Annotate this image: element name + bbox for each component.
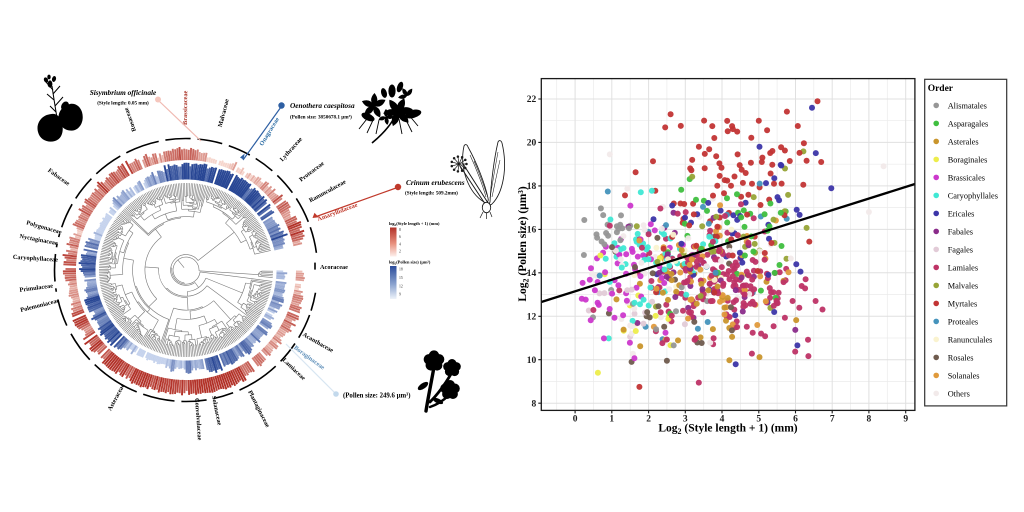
svg-text:log2(Style length + 1) (mm): log2(Style length + 1) (mm) — [389, 221, 440, 227]
svg-text:Alismatales: Alismatales — [948, 101, 987, 110]
svg-text:0: 0 — [573, 414, 578, 424]
svg-text:Rosaceae: Rosaceae — [123, 106, 138, 132]
svg-text:Malvales: Malvales — [948, 281, 978, 290]
svg-text:Log2 (Style length + 1) (mm): Log2 (Style length + 1) (mm) — [658, 423, 797, 437]
svg-text:Asterales: Asterales — [948, 137, 979, 146]
svg-text:Fagales: Fagales — [948, 245, 973, 254]
svg-text:15: 15 — [399, 276, 403, 280]
svg-text:Crinum erubescens: Crinum erubescens — [406, 178, 465, 187]
svg-text:(Pollen size: 3850678.1 µm³): (Pollen size: 3850678.1 µm³) — [290, 114, 352, 121]
svg-text:Proteaceae: Proteaceae — [298, 160, 326, 183]
svg-text:8: 8 — [867, 414, 872, 424]
svg-text:Others: Others — [948, 389, 970, 398]
svg-text:Solanaceae: Solanaceae — [210, 395, 223, 426]
svg-text:16: 16 — [527, 226, 537, 236]
svg-text:Onagraceae: Onagraceae — [258, 116, 281, 147]
svg-text:2: 2 — [399, 250, 401, 254]
svg-text:Fabales: Fabales — [948, 227, 973, 236]
svg-text:Asteraceae: Asteraceae — [106, 383, 126, 412]
svg-text:Brassicales: Brassicales — [948, 173, 985, 182]
svg-text:12: 12 — [527, 313, 537, 323]
svg-text:Ranunculales: Ranunculales — [948, 335, 993, 344]
svg-text:Myrtales: Myrtales — [948, 299, 978, 308]
svg-text:(Style length: 509.2mm): (Style length: 509.2mm) — [405, 190, 458, 197]
svg-text:(Pollen size: 249.6 µm³): (Pollen size: 249.6 µm³) — [343, 393, 411, 400]
svg-text:(Style length: 0.05 mm): (Style length: 0.05 mm) — [97, 100, 149, 107]
svg-text:Solanales: Solanales — [948, 371, 980, 380]
svg-text:6: 6 — [399, 235, 401, 239]
svg-text:Polygonaceae: Polygonaceae — [25, 219, 62, 236]
svg-text:7: 7 — [830, 414, 835, 424]
svg-text:20: 20 — [527, 139, 537, 149]
svg-text:8: 8 — [532, 399, 537, 409]
svg-text:Primulaceae: Primulaceae — [19, 283, 53, 294]
svg-text:Nyctaginaceae: Nyctaginaceae — [19, 233, 59, 247]
svg-text:18: 18 — [399, 268, 403, 272]
svg-text:Lythraceae: Lythraceae — [279, 136, 304, 163]
svg-text:18: 18 — [527, 182, 537, 192]
svg-text:Lamiales: Lamiales — [948, 263, 978, 272]
svg-text:3: 3 — [683, 414, 688, 424]
svg-text:Sisymbrium officinale: Sisymbrium officinale — [90, 88, 157, 97]
svg-text:22: 22 — [527, 95, 537, 105]
svg-text:Order: Order — [928, 84, 954, 94]
svg-text:Plantaginaceae: Plantaginaceae — [246, 389, 271, 429]
svg-text:Caryophyllaceae: Caryophyllaceae — [13, 254, 59, 264]
svg-text:Log2 (Pollen size) (µm³): Log2 (Pollen size) (µm³) — [517, 186, 531, 301]
svg-text:Ericales: Ericales — [948, 209, 975, 218]
svg-text:log2(Pollen size) (µm³): log2(Pollen size) (µm³) — [389, 260, 431, 266]
svg-text:Caryophyllales: Caryophyllales — [948, 191, 998, 200]
svg-text:6: 6 — [793, 414, 798, 424]
svg-text:5: 5 — [756, 414, 761, 424]
svg-text:1: 1 — [609, 414, 614, 424]
svg-text:Malvaceae: Malvaceae — [217, 98, 231, 128]
svg-text:8: 8 — [399, 228, 401, 232]
svg-text:Rosales: Rosales — [948, 353, 974, 362]
svg-text:2: 2 — [646, 414, 651, 424]
svg-text:Convolvulaceae: Convolvulaceae — [193, 398, 203, 441]
svg-text:Proteales: Proteales — [948, 317, 978, 326]
svg-text:10: 10 — [527, 356, 537, 366]
svg-text:Asparagales: Asparagales — [948, 119, 989, 128]
svg-text:4: 4 — [399, 242, 401, 246]
svg-text:4: 4 — [720, 414, 725, 424]
svg-text:9: 9 — [903, 414, 908, 424]
svg-text:Amaryllidaceae: Amaryllidaceae — [316, 202, 358, 223]
svg-text:Oenothera caespitosa: Oenothera caespitosa — [290, 101, 355, 110]
svg-text:Brassicaceae: Brassicaceae — [182, 90, 189, 125]
svg-text:Acoraceae: Acoraceae — [320, 264, 348, 271]
svg-text:Ranunculaceae: Ranunculaceae — [308, 178, 347, 204]
svg-text:9: 9 — [399, 293, 401, 297]
svg-text:Fabaceae: Fabaceae — [46, 167, 71, 187]
svg-text:12: 12 — [399, 284, 403, 288]
svg-text:14: 14 — [527, 269, 537, 279]
svg-text:Polemoniaceae: Polemoniaceae — [20, 297, 61, 314]
svg-text:Boraginales: Boraginales — [948, 155, 988, 164]
